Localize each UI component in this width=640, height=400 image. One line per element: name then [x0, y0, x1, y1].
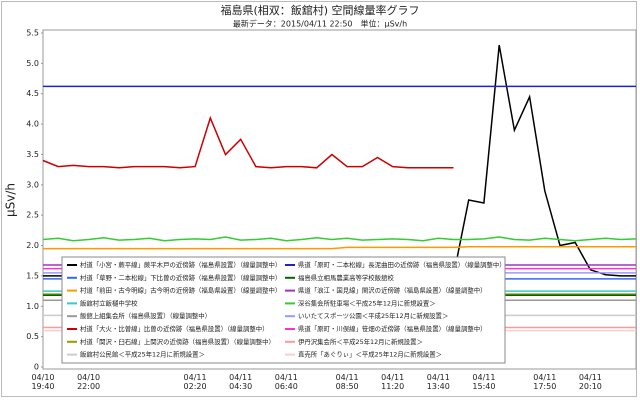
x-tick-label: 04/10 19:40: [31, 373, 55, 391]
legend-label: いいたてスポーツ公園＜平成25年12月に新規設置＞: [298, 311, 448, 320]
legend-label: 村道「小宮・蕨平線」蕨平木戸の近傍跡（福島県設置）（線量調整中）: [80, 260, 281, 269]
y-tick-label: 0: [34, 363, 39, 372]
legend-label: 県道「原町・川俣線」笹畑の近傍跡（福島県設置）（線量調整中）: [298, 324, 487, 333]
y-tick-label: 3.0: [26, 180, 39, 189]
x-tick-label: 04/11 13:40: [426, 373, 450, 391]
x-tick-label: 04/11 15:40: [472, 373, 496, 391]
series-line: [42, 115, 454, 169]
chart-subtitle: 最新データ：2015/04/11 22:50 単位：μSv/h: [233, 19, 407, 29]
legend-label: 伊丹沢集会所＜平成25年12月に新規設置＞: [298, 337, 423, 346]
x-tick-label: 04/11 04:30: [229, 373, 253, 391]
y-tick-label: 1.5: [26, 271, 39, 280]
legend-label: 村道「草野・二本松線」下比曽の近傍跡（福島県設置）（線量調整中）: [80, 273, 281, 282]
x-tick-label: 04/11 11:20: [381, 373, 405, 391]
y-tick-label: 5.0: [26, 59, 39, 68]
plot-frame: [42, 29, 637, 370]
series-line: [43, 246, 636, 250]
y-tick-label: 2.5: [26, 211, 39, 220]
y-tick-label: 3.5: [26, 150, 39, 159]
y-axis-label: μSv/h: [4, 183, 18, 217]
y-tick-label: 2.0: [26, 241, 39, 250]
legend-box: [61, 256, 506, 364]
y-tick-label: 4.5: [26, 89, 39, 98]
series-line: [42, 236, 637, 242]
x-tick-label: 04/10 22:00: [77, 373, 101, 391]
y-tick-label: 4.0: [26, 120, 39, 129]
legend-label: 県道「原町・二本松線」長泥曲田の近傍跡（福島県設置）（線量調整中）: [298, 260, 506, 269]
x-tick-label: 04/11 20:10: [578, 373, 602, 391]
x-tick-label: 04/11 02:20: [183, 373, 207, 391]
legend-label: 直売所「あぐりぃ」＜平成25年12月に新規設置＞: [298, 350, 442, 359]
y-tick-label: 5.5: [26, 29, 39, 38]
legend-label: 村道「前田・古今明線」古今明の近傍跡（福島県設置）（線量調整中）: [80, 286, 281, 295]
legend-label: 飯舘村立飯樋中学校: [80, 298, 138, 307]
legend-label: 飯舘村公民館＜平成25年12月に新規設置＞: [80, 350, 205, 359]
legend-label: 飯舘上組集会所（福島県設置）（線量調整中）: [80, 311, 211, 320]
legend-label: 村道「関沢・臼石線」上関沢の近傍跡（福島県設置）（線量調整中）: [80, 337, 275, 346]
y-tick-label: 1.0: [26, 302, 39, 311]
legend-label: 県道「浪江・国見線」関沢の近傍跡（福島県設置）（線量調整中）: [298, 286, 487, 295]
x-tick-label: 04/11 17:50: [533, 373, 557, 391]
legend-label: 村道「大火・比曽線」比曽の近傍跡（福島県設置）（線量調整中）: [80, 324, 269, 333]
x-tick-label: 04/11 08:50: [335, 373, 359, 391]
legend-label: 福島県立相馬農業高等学校飯舘校: [298, 273, 394, 282]
x-tick-label: 04/11 06:40: [274, 373, 298, 391]
legend-label: 深谷集会所駐車場＜平成25年12月に新規設置＞: [298, 298, 436, 307]
y-tick-label: 0.5: [26, 332, 39, 341]
chart-title: 福島県(相双：飯舘村) 空間線量率グラフ: [220, 3, 419, 17]
